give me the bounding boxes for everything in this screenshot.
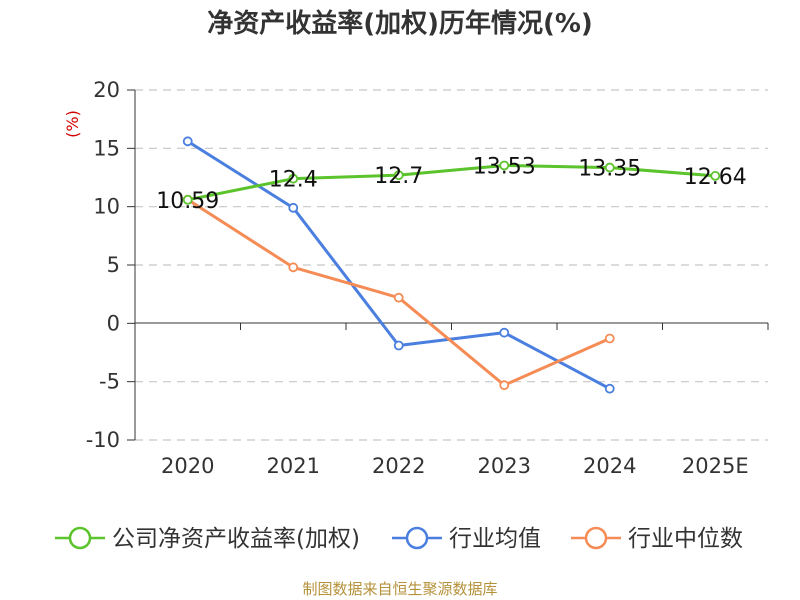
chart-title: 净资产收益率(加权)历年情况(%)	[207, 9, 593, 39]
y-tick-label: 0	[107, 311, 120, 335]
legend-label: 行业中位数	[628, 526, 743, 552]
label-layer: 10.59 12.4 12.7 13.53 13.35 12.64	[156, 154, 746, 213]
data-point	[499, 380, 510, 391]
series-line	[186, 198, 611, 387]
data-point	[393, 340, 404, 351]
y-tick-label: 10	[93, 195, 120, 219]
data-point	[393, 170, 404, 181]
data-point	[499, 327, 510, 338]
x-tick-label: 2025E	[682, 454, 749, 478]
legend-marker	[405, 526, 429, 550]
data-point	[182, 136, 193, 147]
data-point	[288, 262, 299, 273]
x-tick-label: 2024	[583, 454, 636, 478]
legend-label: 公司净资产收益率(加权)	[112, 526, 360, 552]
data-point	[288, 173, 299, 184]
y-tick-label: 5	[107, 253, 120, 277]
data-label: 12.7	[374, 164, 423, 189]
data-label: 13.35	[578, 157, 641, 182]
data-point	[499, 160, 510, 171]
x-tick-label: 2022	[372, 454, 425, 478]
legend: 公司净资产收益率(加权) 行业均值 行业中位数	[55, 526, 743, 552]
data-point	[604, 383, 615, 394]
data-point	[288, 202, 299, 213]
data-label: 10.59	[156, 189, 219, 214]
data-point	[604, 333, 615, 344]
data-label: 12.64	[684, 165, 747, 190]
data-point	[393, 292, 404, 303]
grid-layer	[135, 89, 768, 441]
y-axis-unit: (%)	[63, 110, 82, 138]
legend-label: 行业均值	[449, 526, 541, 552]
axis-layer: 20 15 10 5 0 -5 -10 2020 2021 2022 2023 2024 2025E (%…	[63, 78, 769, 478]
data-point	[182, 194, 193, 205]
x-tick-label: 2021	[267, 454, 320, 478]
series-line	[187, 163, 716, 202]
data-label: 12.4	[269, 168, 318, 193]
legend-marker	[68, 526, 92, 550]
y-tick-label: -10	[86, 428, 120, 452]
data-point	[710, 170, 721, 181]
source-note: 制图数据来自恒生聚源数据库	[302, 580, 498, 598]
y-tick-label: 20	[93, 78, 120, 102]
y-tick-label: -5	[99, 370, 120, 394]
data-point	[604, 162, 615, 173]
x-tick-label: 2020	[161, 454, 214, 478]
y-tick-label: 15	[93, 136, 120, 160]
data-label: 13.53	[473, 154, 536, 179]
x-tick-label: 2023	[478, 454, 531, 478]
legend-marker	[584, 526, 608, 550]
series-layer	[182, 136, 721, 394]
